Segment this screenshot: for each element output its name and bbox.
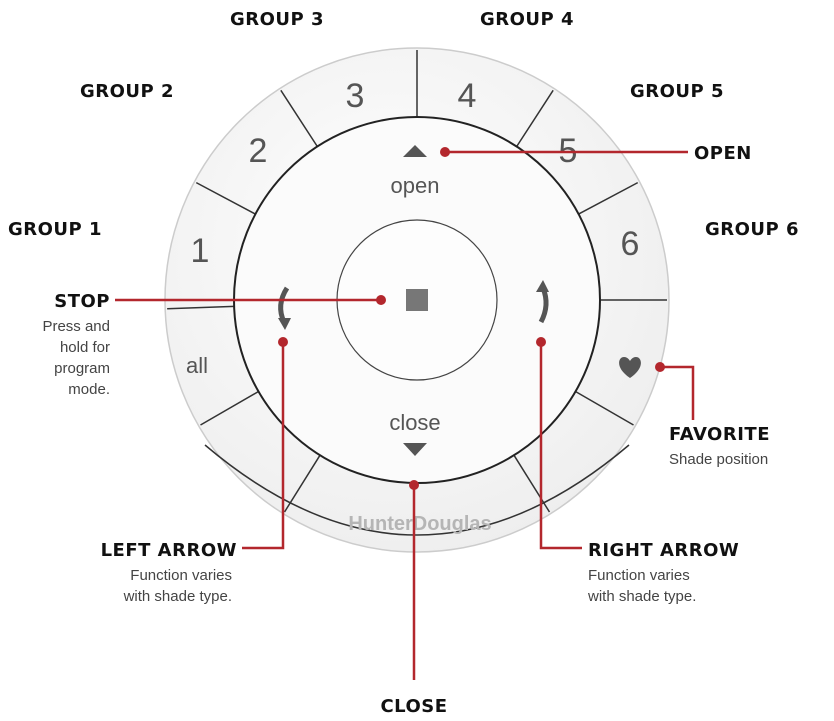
- description-line: Function varies: [588, 567, 690, 584]
- remote-diagram: 1 2 3 4 5 6 all open close HunterDouglas…: [0, 0, 834, 721]
- callout-title: STOP: [54, 291, 110, 312]
- callout-description: Function varies with shade type.: [587, 567, 696, 605]
- button-label: all: [186, 353, 208, 378]
- group-label: GROUP 1: [8, 219, 102, 240]
- group-label: GROUP 6: [705, 219, 799, 240]
- description-line: with shade type.: [123, 588, 232, 605]
- group-label: GROUP 4: [480, 9, 574, 30]
- pointer-line: [660, 367, 693, 420]
- callout-description: Function varies with shade type.: [123, 567, 232, 605]
- group-label: GROUP 3: [230, 9, 324, 30]
- group-label: GROUP 2: [80, 81, 174, 102]
- callout-title: RIGHT ARROW: [588, 540, 739, 561]
- callout-title: FAVORITE: [669, 424, 770, 445]
- description-line: with shade type.: [587, 588, 696, 605]
- stop-icon: [406, 289, 428, 311]
- open-label: open: [391, 173, 440, 198]
- button-label: 6: [621, 225, 640, 263]
- description-line: Shade position: [669, 451, 768, 468]
- description-line: hold for: [60, 339, 110, 356]
- button-label: 4: [458, 77, 477, 115]
- callout-title: LEFT ARROW: [101, 540, 237, 561]
- close-label: close: [389, 410, 440, 435]
- description-line: mode.: [68, 381, 110, 398]
- button-label: 2: [249, 132, 268, 170]
- description-line: Press and: [42, 318, 110, 335]
- callout-title: CLOSE: [380, 696, 447, 717]
- description-line: Function varies: [130, 567, 232, 584]
- callout-description: Shade position: [669, 451, 768, 468]
- callout-title: OPEN: [694, 143, 752, 164]
- callout-description: Press and hold for program mode.: [42, 318, 110, 398]
- group-label: GROUP 5: [630, 81, 724, 102]
- description-line: program: [54, 360, 110, 377]
- button-label: 3: [346, 77, 365, 115]
- brand: HunterDouglas: [348, 513, 491, 535]
- button-label: 1: [191, 232, 210, 270]
